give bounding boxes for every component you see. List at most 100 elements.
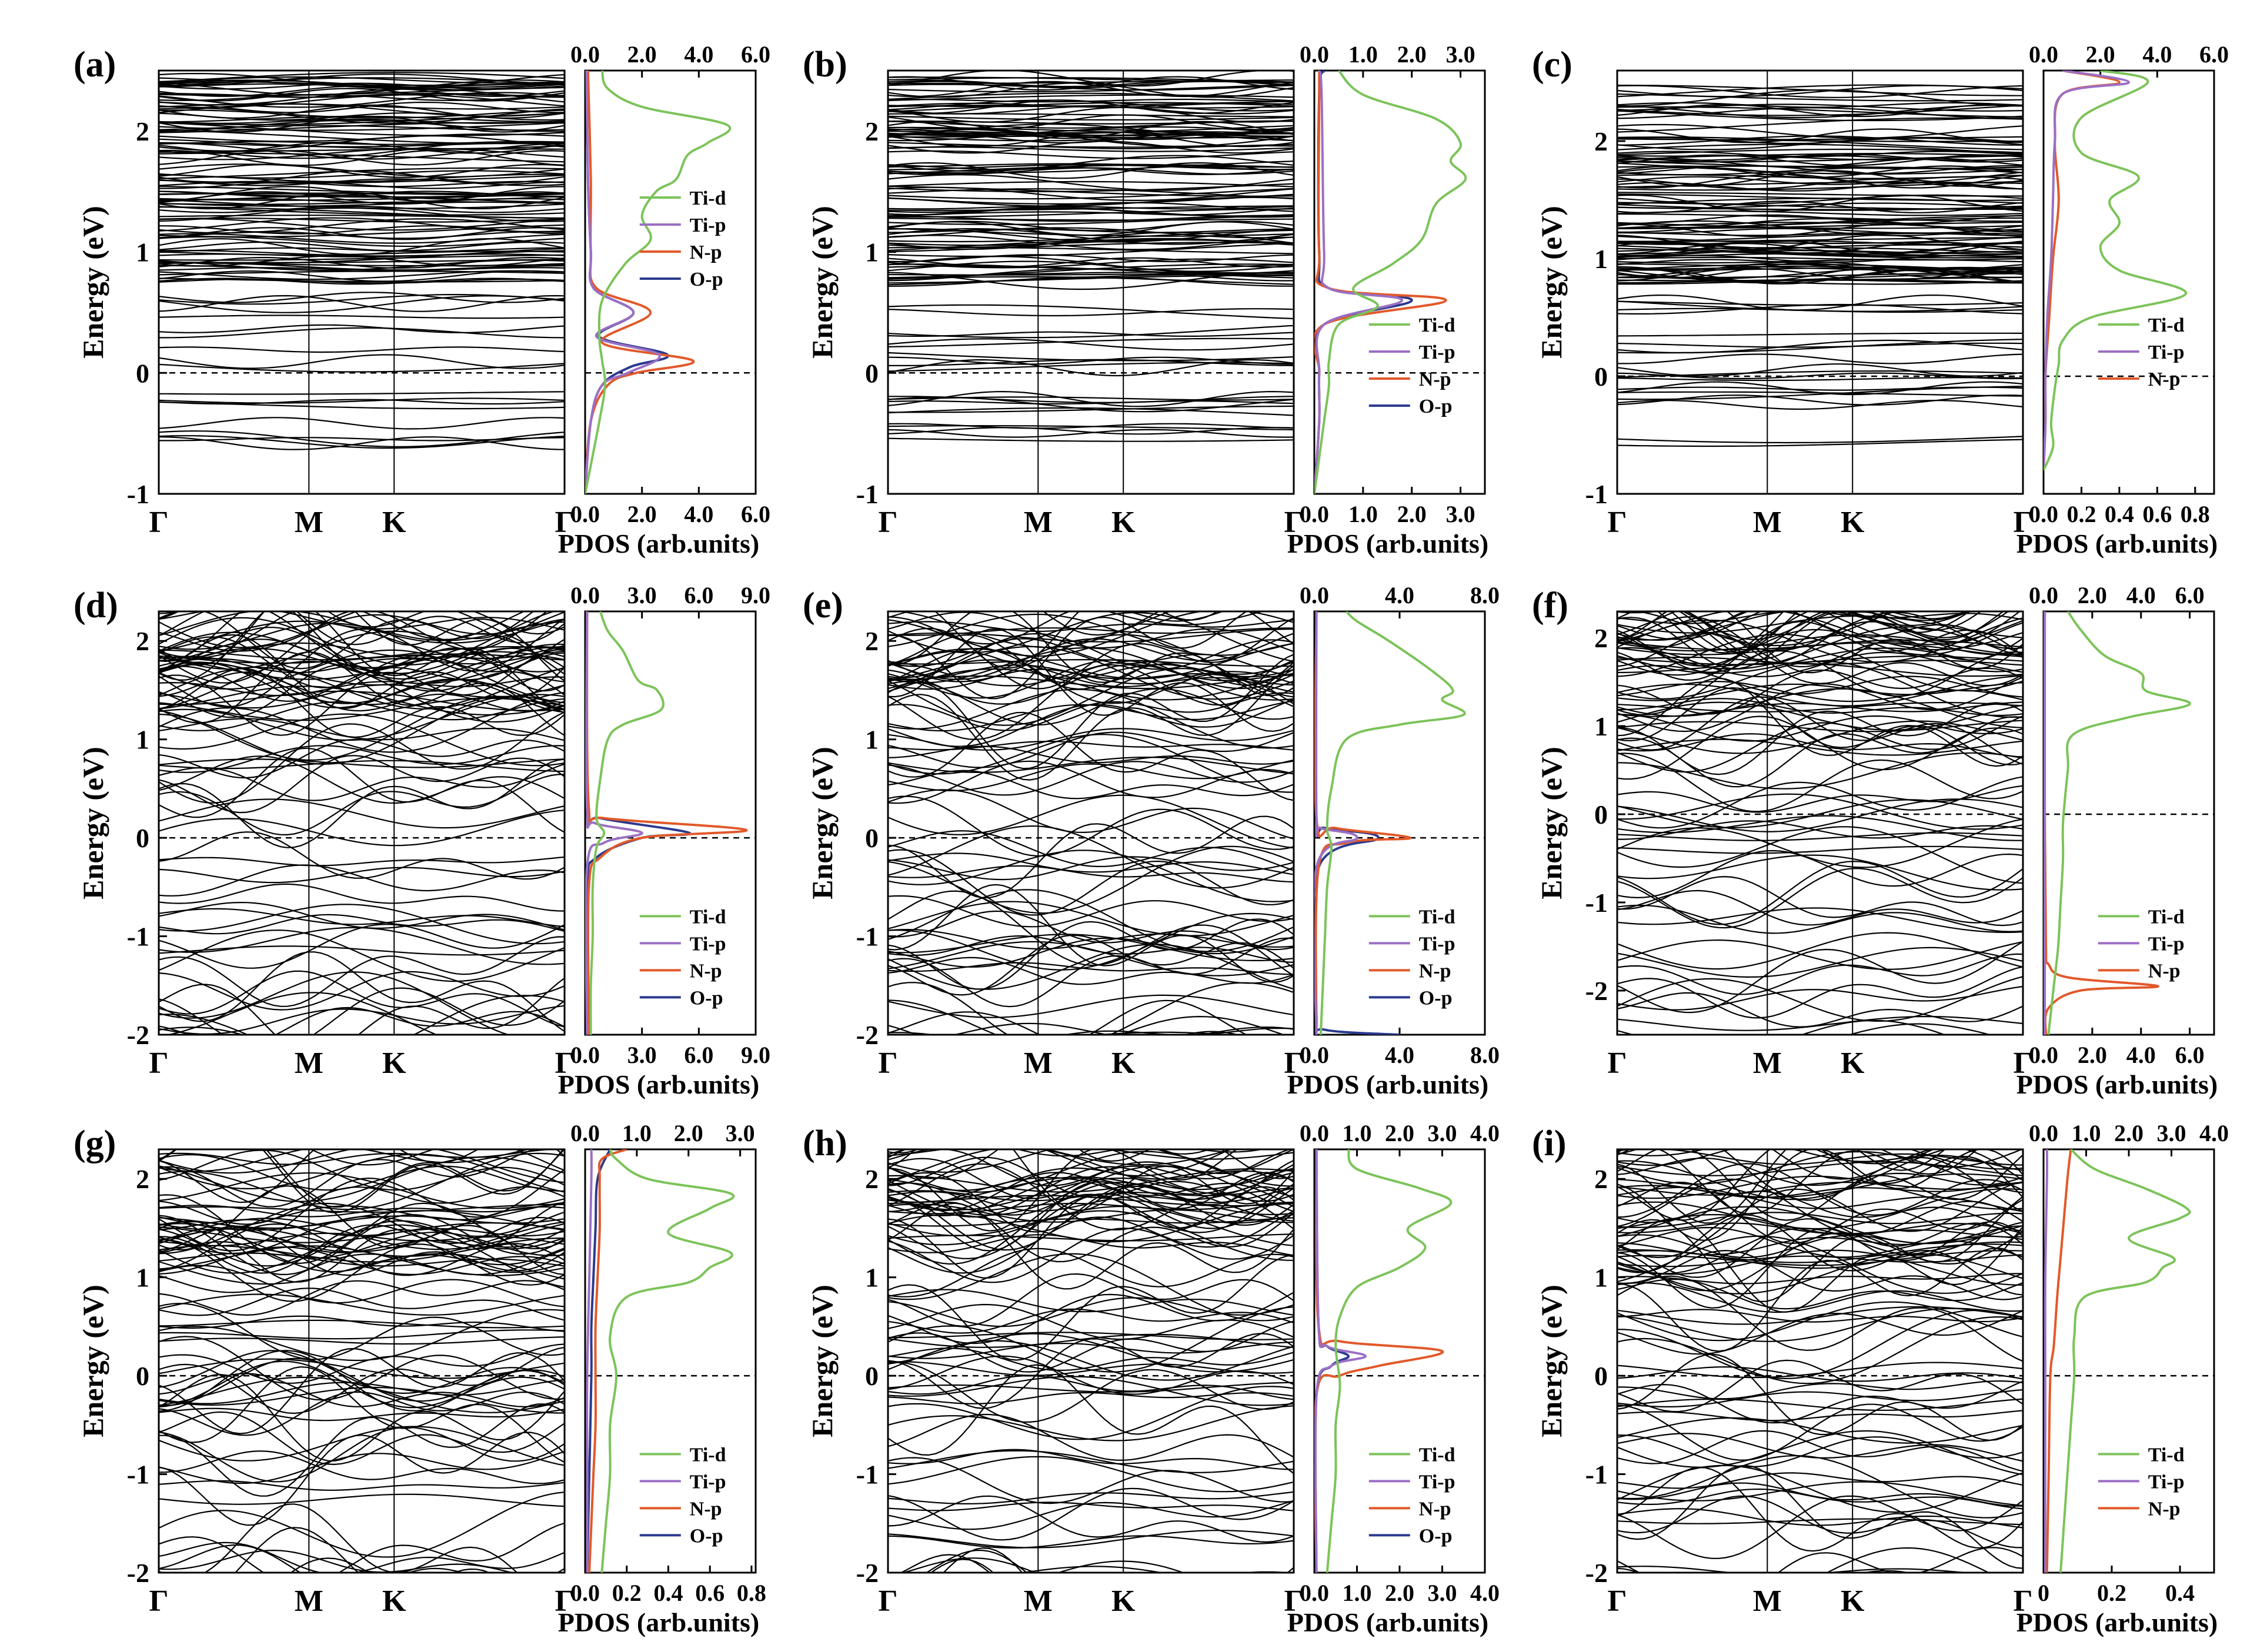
band-line	[1635, 611, 1897, 647]
kpoint-label: Γ	[555, 1046, 574, 1080]
band-line	[159, 1336, 565, 1345]
band-line	[159, 798, 565, 829]
band-line	[159, 101, 565, 113]
band-line	[159, 324, 565, 333]
band-line	[888, 1449, 1294, 1470]
pdos-frame	[2042, 69, 2215, 495]
band-line	[1617, 256, 2023, 261]
legend-label-ti-p: Ti-p	[1419, 1471, 1455, 1493]
band-line	[888, 678, 1294, 726]
pdos-bottom-tick-label: 8.0	[1470, 1042, 1500, 1068]
band-line	[1617, 85, 2023, 98]
band-line	[1617, 1149, 2023, 1168]
band-line	[159, 1280, 565, 1316]
band-line	[159, 760, 565, 773]
band-line	[1617, 399, 2023, 410]
pdos-top-tick-label: 1.0	[2072, 1120, 2101, 1146]
band-line	[159, 1149, 532, 1172]
band-line	[888, 400, 1294, 405]
band-line	[888, 304, 1294, 320]
band-line	[888, 1347, 1294, 1371]
pdos-curves	[1314, 1149, 1453, 1573]
band-line	[888, 659, 1294, 699]
band-line	[888, 205, 1294, 211]
band-line	[1617, 1430, 2023, 1476]
band-line	[888, 928, 1294, 950]
band-frame	[1616, 1148, 2024, 1574]
pdos-top-tick-label: 0.0	[2029, 41, 2058, 68]
band-line	[159, 363, 565, 373]
kpoint-label: Γ	[1284, 506, 1303, 539]
band-lines	[1617, 1149, 2023, 1573]
band-line	[1617, 611, 2023, 674]
legend-label-ti-d: Ti-d	[2148, 315, 2185, 336]
band-line	[888, 856, 1294, 881]
band-line	[888, 1201, 1294, 1215]
band-line	[159, 181, 565, 189]
band-line	[902, 1557, 1037, 1573]
band-line	[1617, 128, 2023, 143]
band-line	[888, 934, 1294, 996]
band-line	[888, 1450, 1294, 1473]
band-line	[888, 612, 1294, 662]
band-line	[888, 1015, 1286, 1035]
band-line	[1617, 136, 2023, 141]
band-line	[159, 247, 565, 252]
pdos-bottom-tick-label: 0.0	[570, 501, 600, 527]
pdos-bottom-tick-label: 6.0	[684, 1042, 713, 1068]
band-line	[888, 239, 1294, 252]
pdos-bottom-tick-label: 0.8	[737, 1580, 766, 1606]
pdos-series-ti-d	[1314, 71, 1467, 494]
band-line	[888, 613, 1294, 656]
band-line	[888, 214, 1294, 225]
band-line	[888, 1149, 1211, 1179]
legend-label-ti-d: Ti-d	[690, 1444, 726, 1466]
band-line	[1617, 339, 2023, 354]
band-frame	[158, 610, 566, 1036]
band-line	[888, 1500, 1294, 1530]
band-line	[888, 770, 1294, 800]
pdos-top-tick-label: 3.0	[627, 582, 657, 608]
pdos-bottom-tick-label: 9.0	[741, 1042, 770, 1068]
band-line	[159, 856, 565, 867]
band-line	[159, 81, 565, 91]
kpoint-label: K	[1841, 1046, 1865, 1080]
band-line	[1617, 793, 2023, 830]
band-line	[159, 1309, 565, 1362]
y-tick-label: -2	[856, 1020, 879, 1050]
y-tick-label: -1	[856, 922, 879, 952]
band-line	[951, 1022, 1294, 1035]
pdos-bottom-tick-label: 0.8	[2181, 501, 2210, 527]
band-line	[159, 611, 535, 670]
pdos-axis-label: PDOS (arb.units)	[558, 1607, 759, 1637]
y-axis-label: Energy (eV)	[1535, 747, 1568, 899]
y-tick-label: -1	[1585, 479, 1608, 509]
band-line	[159, 88, 565, 102]
legend-label-ti-d: Ti-d	[1419, 906, 1455, 928]
band-line	[888, 692, 1294, 731]
band-line	[159, 1293, 565, 1316]
band-line	[1056, 1560, 1186, 1573]
band-line	[159, 1131, 565, 1148]
band-line	[159, 436, 565, 450]
band-line	[888, 664, 1294, 705]
band-line	[1617, 300, 2023, 306]
panel-label: (i)	[1532, 1123, 1567, 1163]
band-line	[1617, 1249, 2023, 1286]
band-line	[159, 1203, 565, 1213]
pdos-bottom-tick-label: 0.4	[2165, 1580, 2195, 1606]
band-line	[159, 690, 565, 711]
pdos-series-n-p	[588, 1149, 627, 1573]
band-line	[888, 121, 1294, 125]
band-line	[888, 81, 1294, 98]
kpoint-label: M	[295, 1046, 323, 1080]
pdos-axis-label: PDOS (arb.units)	[2016, 529, 2218, 559]
band-line	[888, 1320, 1294, 1373]
band-line	[888, 359, 1294, 366]
y-tick-label: 2	[136, 1164, 149, 1194]
band-line	[888, 634, 1294, 690]
legend-label-o-p: O-p	[690, 269, 723, 290]
band-line	[1042, 611, 1294, 645]
